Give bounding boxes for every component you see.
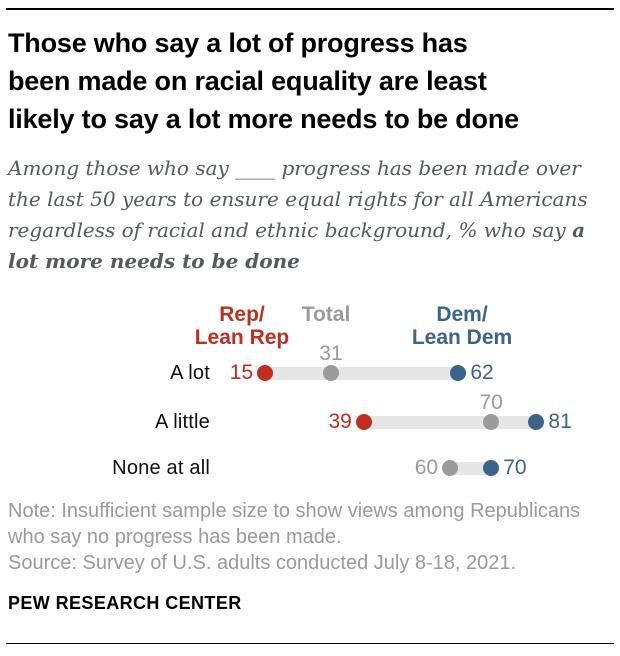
dem-dot	[483, 460, 500, 476]
rep-dot	[355, 414, 372, 430]
legend-rep: Rep/ Lean Rep	[194, 303, 290, 349]
total-value-label: 70	[479, 391, 503, 414]
category-label: A little	[155, 411, 210, 433]
category-label: None at all	[112, 457, 210, 479]
total-value-label: 60	[414, 456, 439, 479]
subtitle-regular: Among those who say ____ progress has be…	[8, 156, 588, 242]
dem-dot	[450, 365, 467, 381]
total-dot	[483, 414, 500, 430]
legend-total: Total	[301, 303, 351, 326]
rep-dot	[257, 365, 274, 381]
rep-value-label: 39	[328, 410, 352, 433]
rep-value-label: 15	[229, 361, 254, 384]
source-text: Source: Survey of U.S. adults conducted …	[8, 552, 517, 574]
legend-dem: Dem/ Lean Dem	[411, 303, 513, 349]
pew-wordmark: PEW RESEARCH CENTER	[8, 593, 242, 613]
subtitle: Among those who say ____ progress has be…	[8, 153, 588, 277]
dot-track	[257, 366, 467, 380]
dem-dot	[528, 414, 545, 430]
note-text: Note: Insufficient sample size to show v…	[8, 500, 581, 548]
subtitle-bold: a lot more needs to be done	[8, 218, 586, 273]
page-title: Those who say a lot of progress has been…	[8, 28, 519, 134]
dem-value-label: 81	[548, 410, 572, 433]
dem-value-label: 62	[470, 361, 494, 384]
dem-value-label: 70	[503, 456, 527, 479]
top-rule	[6, 8, 614, 10]
footnote: Note: Insufficient sample size to show v…	[8, 498, 580, 576]
total-value-label: 31	[319, 342, 343, 365]
dot-track	[355, 415, 545, 429]
total-dot	[322, 365, 339, 381]
total-dot	[442, 460, 459, 476]
category-label: A lot	[170, 362, 210, 384]
bottom-rule	[6, 643, 614, 644]
